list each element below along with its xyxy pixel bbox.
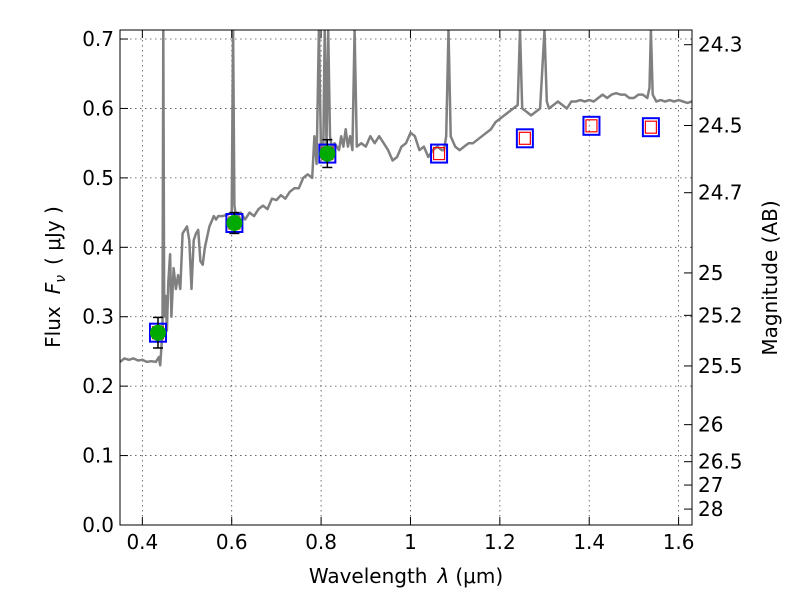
observed-marker (226, 215, 243, 232)
mag-tick-label: 26 (698, 413, 723, 437)
model-square-inner (518, 131, 531, 145)
mag-tick-label: 24.7 (698, 181, 743, 205)
model-point (582, 115, 601, 136)
model-square-inner (644, 120, 657, 134)
plot-frame (119, 29, 693, 526)
model-point (430, 143, 449, 164)
x-axis-label: Wavelength λ (μm) (309, 564, 503, 588)
spectrum-series (120, 30, 692, 367)
x-tick-label: 0.6 (216, 530, 248, 554)
observed-marker (149, 324, 166, 341)
model-square-outer (430, 143, 449, 164)
y-tick-label: 0.5 (82, 166, 114, 190)
y-tick-label: 0.7 (82, 27, 114, 51)
observed-point (226, 211, 243, 235)
model-square-outer (641, 117, 660, 138)
x-tick-label: 0.8 (305, 530, 337, 554)
x-tick-label: 1.4 (573, 530, 605, 554)
mag-tick-label: 27 (698, 473, 723, 497)
grid (120, 30, 692, 526)
x-tick-label: 1 (404, 530, 417, 554)
model-point (641, 117, 660, 138)
model-point (515, 128, 534, 149)
axis-ticks: 0.4 0.6 0.8 1 1.2 1.4 1.6 0.0 0.1 0.2 0.3 0.4 0.5 0.6… (82, 27, 742, 554)
x-tick-label: 1.6 (663, 530, 695, 554)
mag-tick-label: 25.2 (698, 303, 743, 327)
photometry-markers (148, 115, 660, 349)
model-square-inner (585, 119, 598, 133)
observed-point (149, 316, 166, 349)
mag-tick-label: 25.5 (698, 354, 743, 378)
observed-marker (319, 145, 336, 162)
model-square-outer (515, 128, 534, 149)
y-tick-label: 0.1 (82, 444, 114, 468)
y-axis-label: FluxFν( μJy ) (41, 206, 69, 348)
x-tick-label: 1.2 (484, 530, 516, 554)
x-tick-label: 0.4 (126, 530, 158, 554)
y-tick-label: 0.0 (82, 513, 114, 537)
mag-tick-label: 25 (698, 261, 723, 285)
mag-tick-label: 28 (698, 497, 723, 521)
mag-tick-label: 26.5 (698, 450, 743, 474)
y-tick-label: 0.4 (82, 235, 114, 259)
spectrum-line (120, 30, 692, 367)
mag-tick-label: 24.5 (698, 114, 743, 138)
y-tick-label: 0.6 (82, 96, 114, 120)
y-tick-label: 0.3 (82, 305, 114, 329)
mag-tick-label: 24.3 (698, 33, 743, 57)
model-square-outer (582, 115, 601, 136)
observed-point (319, 138, 336, 169)
model-square-inner (432, 146, 446, 161)
y-tick-label: 0.2 (82, 374, 114, 398)
right-axis-label: Magnitude (AB) (758, 200, 782, 355)
